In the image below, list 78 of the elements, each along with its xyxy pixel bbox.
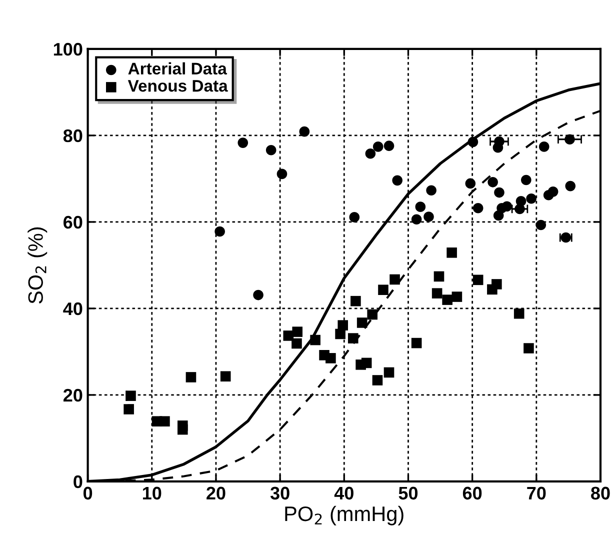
legend-label: Arterial Data: [128, 62, 228, 75]
y-axis-title: SO$_{2}$ (%): [28, 227, 48, 304]
point: [266, 145, 276, 156]
point: [411, 214, 422, 225]
point: [452, 292, 462, 302]
point: [472, 274, 484, 286]
point: [492, 279, 502, 290]
point: [442, 294, 452, 305]
legend-label: Venous Data: [128, 80, 228, 92]
x-tick-label: 60: [462, 486, 482, 500]
point: [446, 248, 457, 258]
point: [378, 284, 388, 295]
point: [126, 390, 136, 401]
point: [299, 126, 310, 137]
point: [526, 193, 536, 204]
point: [516, 196, 526, 206]
point: [536, 220, 546, 230]
point: [356, 318, 368, 328]
point: [415, 202, 426, 212]
point: [338, 320, 348, 330]
point: [238, 138, 248, 148]
point: [411, 338, 422, 348]
point: [426, 185, 436, 196]
y-tick-label: 20: [63, 388, 82, 402]
point: [488, 177, 498, 188]
point: [372, 375, 383, 386]
point: [361, 358, 372, 368]
x-tick-label: 0: [83, 486, 92, 500]
point: [502, 201, 512, 212]
x-tick-label: 50: [398, 486, 418, 500]
point: [178, 424, 188, 435]
point: [514, 308, 524, 319]
y-tick-label: 100: [54, 42, 82, 56]
point: [253, 290, 264, 300]
point: [472, 202, 484, 214]
point: [492, 142, 504, 153]
x-tick-label: 20: [206, 486, 226, 500]
point: [468, 136, 478, 148]
point: [392, 175, 402, 186]
point: [276, 168, 288, 180]
point: [384, 367, 394, 378]
point: [367, 309, 378, 320]
point: [372, 142, 384, 152]
point: [365, 148, 376, 159]
point: [538, 142, 550, 152]
x-tick-label: 70: [527, 486, 546, 500]
point: [524, 343, 534, 354]
y-tick-label: 80: [63, 129, 82, 142]
point: [384, 140, 394, 151]
point: [220, 371, 231, 382]
point: [390, 274, 400, 285]
x-tick-label: 30: [270, 486, 290, 500]
point: [160, 416, 170, 426]
x-tick-label: 80: [591, 486, 610, 500]
point: [349, 212, 360, 222]
point: [292, 326, 303, 337]
y-tick-label: 40: [63, 302, 82, 316]
point: [494, 187, 504, 198]
point: [432, 288, 442, 298]
point: [565, 180, 576, 192]
point: [465, 178, 476, 189]
point: [548, 186, 558, 197]
point: [434, 271, 444, 282]
point: [521, 174, 532, 186]
point: [124, 404, 134, 414]
point: [310, 334, 320, 346]
point: [424, 212, 434, 222]
point: [186, 372, 196, 382]
x-tick-label: 40: [334, 486, 354, 500]
x-tick-label: 10: [142, 486, 162, 500]
point: [326, 353, 336, 364]
y-tick-label: 60: [64, 216, 82, 229]
point: [348, 333, 358, 344]
point: [350, 296, 361, 306]
point: [292, 338, 302, 349]
y-tick-label: 0: [74, 475, 82, 488]
x-axis-title: PO$_{2}$ (mmHg): [285, 506, 404, 526]
point: [214, 226, 225, 237]
